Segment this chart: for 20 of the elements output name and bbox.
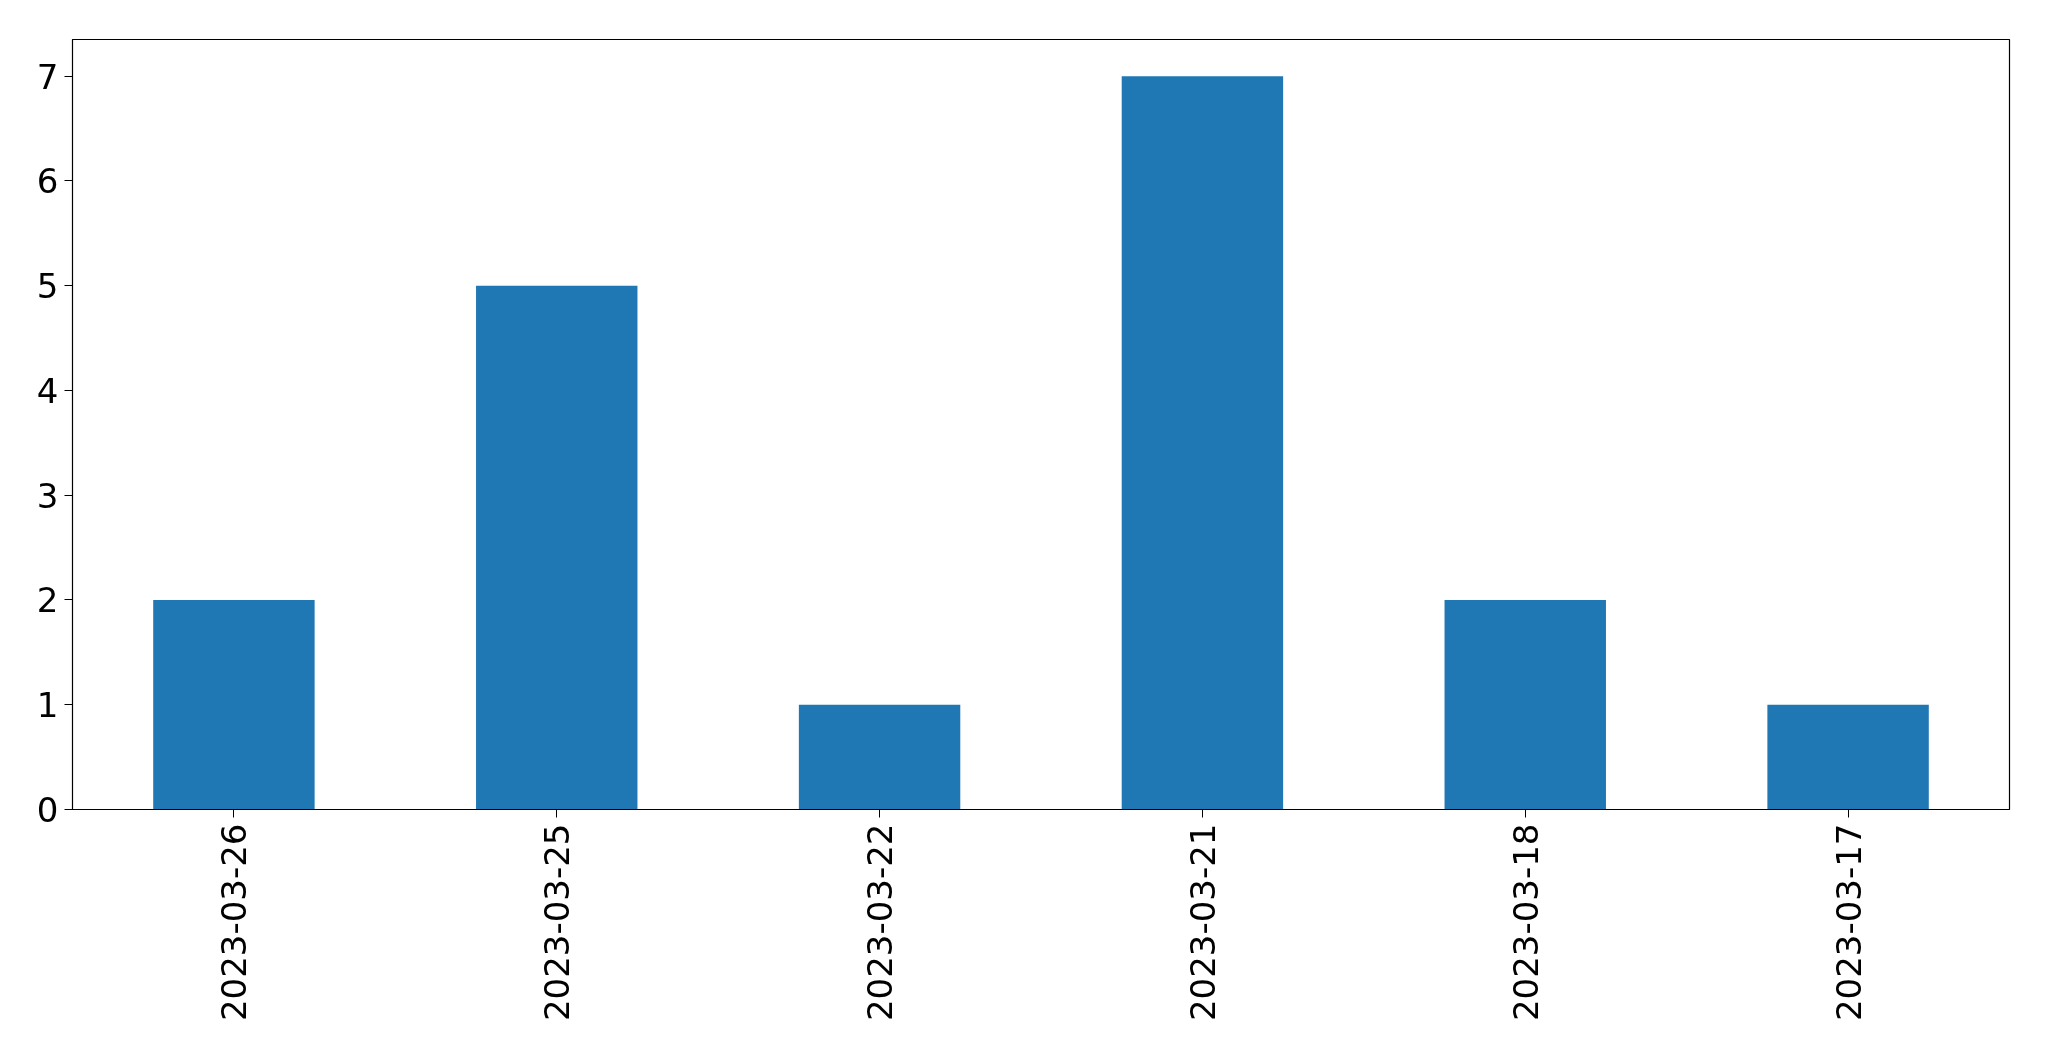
bar	[476, 285, 638, 810]
x-tick-label: 2023-03-18	[1505, 823, 1546, 1022]
y-tick-label: 7	[36, 56, 59, 97]
bar	[1121, 76, 1284, 810]
x-tick-label: 2023-03-25	[537, 823, 578, 1022]
x-tick-label: 2023-03-21	[1182, 823, 1223, 1022]
bar	[1444, 599, 1606, 810]
bar	[153, 599, 315, 810]
y-tick-label: 6	[36, 161, 59, 202]
x-tick-label: 2023-03-22	[860, 823, 901, 1022]
y-tick-label: 5	[36, 266, 59, 307]
bar	[798, 704, 961, 810]
x-tick-label: 2023-03-26	[214, 823, 255, 1022]
x-tick-label: 2023-03-17	[1828, 823, 1869, 1022]
y-tick-label: 2	[36, 580, 59, 621]
y-tick-label: 1	[36, 685, 59, 726]
y-tick-label: 0	[36, 790, 59, 830]
y-tick-label: 4	[36, 370, 59, 411]
y-tick-label: 3	[36, 475, 59, 516]
bar	[1767, 704, 1929, 810]
